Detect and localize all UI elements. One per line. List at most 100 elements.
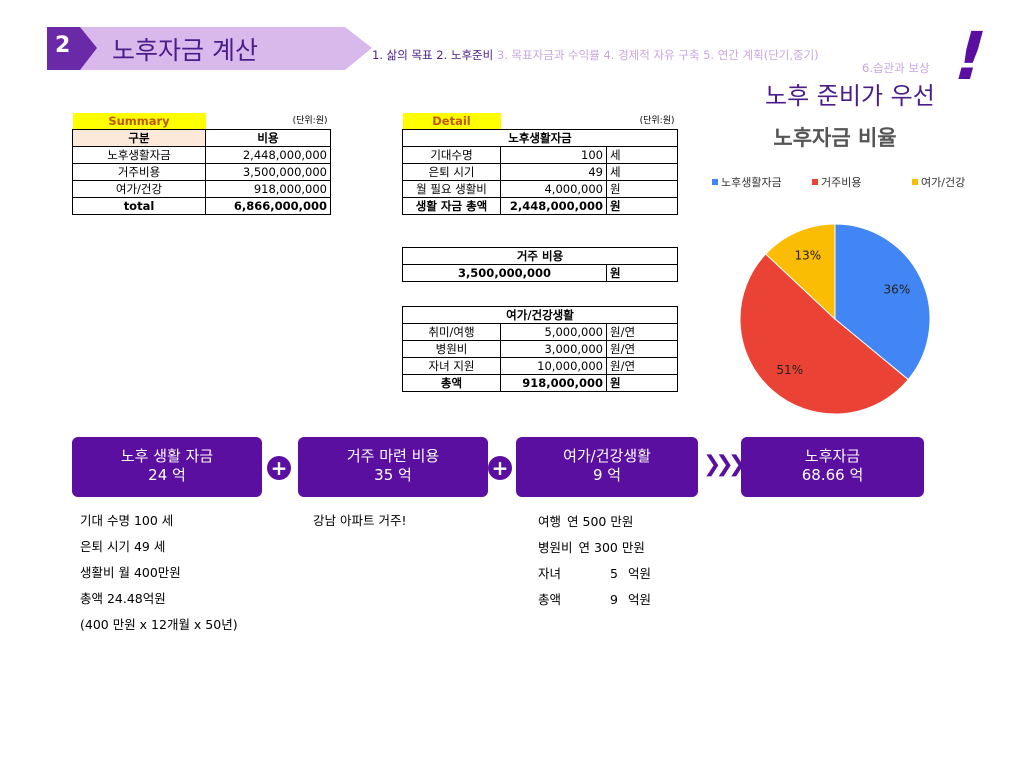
table-cell: 3,500,000,000 <box>205 163 331 181</box>
table-row: 은퇴 시기 49 세 <box>402 163 678 181</box>
flow-value: 68.66 억 <box>801 466 864 484</box>
table-cell: 월 필요 생활비 <box>402 180 501 198</box>
table-cell: 구분 <box>72 129 206 147</box>
table-cell: 원 <box>606 197 678 215</box>
note-line: 여행 연 500 만원 <box>538 509 651 535</box>
note-cell: 자녀 <box>538 566 562 581</box>
nav-line2: 6.습관과 보상 <box>862 61 930 75</box>
table-row: 생활 자금 총액 2,448,000,000 원 <box>402 197 678 215</box>
table-row: 기대수명 100 세 <box>402 146 678 164</box>
note-cell: 연 500 만원 <box>567 514 634 529</box>
table-cell: 세 <box>606 163 678 181</box>
table-row: 자녀 지원 10,000,000 원/연 <box>402 357 679 375</box>
flow-box: 노후자금 68.66 억 <box>741 437 924 497</box>
data-label: 51% <box>776 363 803 377</box>
table-cell: 자녀 지원 <box>402 357 501 375</box>
table-cell: 원 <box>605 264 679 282</box>
table-cell: 918,000,000 <box>205 180 331 198</box>
table-cell: 비용 <box>205 129 331 147</box>
note-cell: 연 300 만원 <box>578 540 645 555</box>
legend-label: 여가/건강 <box>921 176 965 189</box>
section-title: 노후자금 계산 <box>112 36 258 65</box>
nav-rest: 3. 목표자금과 수익률 4. 경제적 자유 구축 5. 연간 계획(단기,중기… <box>496 48 819 62</box>
table-cell: 원/연 <box>605 357 679 375</box>
legend-swatch <box>912 179 918 185</box>
table-cell: 생활 자금 총액 <box>402 197 501 215</box>
table-cell: Summary <box>72 113 206 130</box>
note-line: (400 만원 x 12개월 x 50년) <box>80 617 238 632</box>
note-line: 기대 수명 100 세 <box>80 513 174 528</box>
flow-box: 노후 생활 자금 24 억 <box>72 437 262 497</box>
number-box <box>47 27 80 70</box>
table-row: 총액 918,000,000 원 <box>402 374 679 392</box>
table-row: 병원비 3,000,000 원/연 <box>402 340 679 358</box>
table-cell: 2,448,000,000 <box>500 197 607 215</box>
note-cell: 병원비 <box>538 540 573 555</box>
flow-title: 거주 마련 비용 <box>346 447 440 465</box>
table-cell: total <box>72 197 206 215</box>
note-line: 자녀 5 억원 <box>538 561 651 587</box>
title-band <box>80 27 372 70</box>
note-cell: 억원 <box>628 592 652 607</box>
table-row: 3,500,000,000 원 <box>402 264 679 282</box>
number-arrow <box>80 27 97 70</box>
slogan: 노후 준비가 우선 <box>765 82 935 110</box>
flow-title: 노후 생활 자금 <box>120 447 214 465</box>
pie-slice <box>765 223 836 321</box>
flow-value: 24 억 <box>148 466 186 484</box>
note-list: 강남 아파트 거주! <box>313 508 406 534</box>
table-cell: 노후생활자금 <box>72 146 206 164</box>
table-cell: 원 <box>606 180 678 198</box>
note-cell: 총액 <box>538 592 562 607</box>
table-row: Detail (단위:원) <box>402 113 678 130</box>
legend-label: 노후생활자금 <box>721 175 782 189</box>
table-cell: 은퇴 시기 <box>402 163 501 181</box>
note-list: 여행 연 500 만원 병원비 연 300 만원 자녀 5 억원 총액 9 억원 <box>538 509 651 613</box>
legend-label: 거주비용 <box>821 176 861 189</box>
table-row: 거주 비용 <box>401 247 679 265</box>
note-line: 은퇴 시기 49 세 <box>80 539 166 554</box>
flow-title: 노후자금 <box>804 447 861 465</box>
flow-value: 35 억 <box>374 466 412 484</box>
legend-swatch <box>812 179 818 185</box>
table-cell: 총액 <box>402 374 501 392</box>
table: 여가/건강생활 취미/여행 5,000,000 원/연 병원비 3,000,000 원/연 자… <box>401 306 679 392</box>
note-line: 총액 24.48억원 <box>80 591 166 606</box>
table-cell: 3,000,000 <box>500 340 607 358</box>
note-line: 생활비 월 400만원 <box>80 565 181 580</box>
note-cell: 억원 <box>628 566 652 581</box>
table-cell: 5,000,000 <box>500 323 607 341</box>
note-line: 총액 9 억원 <box>538 587 651 613</box>
flow-box: 거주 마련 비용 35 억 <box>298 437 488 497</box>
table-row: 취미/여행 5,000,000 원/연 <box>402 323 679 341</box>
nav: 1. 삶의 목표 2. 노후준비 3. 목표자금과 수익률 4. 경제적 자유 … <box>372 47 819 63</box>
table-cell: 세 <box>606 146 678 164</box>
table-cell: (단위:원) <box>292 116 328 126</box>
table-cell: 원/연 <box>605 323 679 341</box>
table-cell: 10,000,000 <box>500 357 607 375</box>
table-cell: 3,500,000,000 <box>402 264 607 282</box>
table-cell: 거주 비용 <box>401 247 679 265</box>
note-line: 병원비 연 300 만원 <box>538 535 651 561</box>
chart-title: 노후자금 비율 <box>773 126 896 150</box>
table-cell: 원/연 <box>605 340 679 358</box>
table-cell: 거주비용 <box>72 163 206 181</box>
note-cell: 9 <box>610 592 618 607</box>
table: Summary (단위:원) 구분 비용 노후생활자금 2,448,000,000 거주비용… <box>72 113 331 215</box>
table-row: 노후생활자금 2,448,000,000 <box>72 146 331 164</box>
table-row: 거주비용 3,500,000,000 <box>72 163 331 181</box>
flow-value: 9 억 <box>592 466 622 484</box>
table: Detail (단위:원) 노후생활자금 기대수명 100 세 은퇴 시기 49 세 월 필요 생… <box>402 113 678 215</box>
note-cell: 5 <box>610 566 618 581</box>
section-number: 2 <box>55 33 71 58</box>
table-cell: 여가/건강 <box>72 180 206 198</box>
table-cell: 6,866,000,000 <box>205 197 331 215</box>
pie-slice <box>739 253 909 415</box>
table-cell: 노후생활자금 <box>402 129 678 147</box>
table-cell: 2,448,000,000 <box>205 146 331 164</box>
data-label: 36% <box>884 282 911 296</box>
